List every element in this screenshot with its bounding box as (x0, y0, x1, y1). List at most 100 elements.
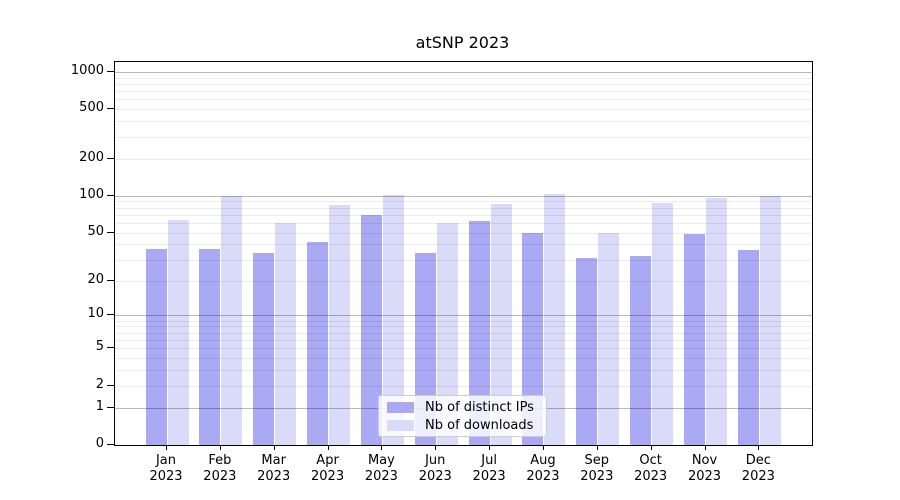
x-tick-label-jun: Jun 2023 (418, 453, 452, 484)
y-gridline-30 (115, 259, 812, 261)
y-gridline-4 (115, 358, 812, 360)
bar-aug-downloads (544, 194, 566, 445)
bar-oct-downloads (652, 202, 674, 445)
x-tick-label-sep: Sep 2023 (580, 453, 614, 484)
y-tick-label-1: 1 (95, 398, 104, 414)
y-tick-label-10: 10 (87, 306, 104, 322)
bar-dec-downloads (759, 195, 781, 445)
y-gridline-700 (115, 91, 812, 93)
bar-feb-distinct-ips (199, 248, 221, 445)
y-gridline-8 (115, 326, 812, 328)
y-gridline-1000 (115, 71, 812, 73)
y-tick-label-200: 200 (79, 149, 104, 165)
legend-entry-distinct-ips: Nb of distinct IPs (387, 398, 538, 416)
x-tick-sep (596, 445, 598, 450)
y-tick-1 (107, 406, 114, 408)
bar-may-downloads (382, 195, 404, 445)
y-gridline-70 (115, 214, 812, 216)
y-gridline-20 (115, 280, 812, 282)
y-tick-50 (107, 231, 114, 233)
x-tick-label-nov: Nov 2023 (687, 453, 722, 484)
y-tick-0 (107, 444, 114, 445)
x-tick-label-may: May 2023 (364, 453, 398, 484)
bar-jan-distinct-ips (145, 248, 167, 445)
x-tick-label-jul: Jul 2023 (472, 453, 506, 484)
legend-label-downloads: Nb of downloads (425, 417, 534, 433)
legend-label-distinct-ips: Nb of distinct IPs (425, 399, 534, 415)
y-gridline-400 (115, 121, 812, 123)
x-tick-mar (273, 445, 275, 450)
chart-title: atSNP 2023 (415, 33, 510, 52)
legend: Nb of distinct IPs Nb of downloads (378, 395, 547, 437)
y-tick-2 (107, 384, 114, 386)
bar-sep-distinct-ips (576, 257, 598, 445)
y-gridline-2 (115, 385, 812, 387)
bar-may-distinct-ips (360, 214, 382, 445)
y-tick-200 (107, 157, 114, 159)
y-gridline-800 (115, 83, 812, 85)
legend-entry-downloads: Nb of downloads (387, 416, 538, 434)
y-gridline-200 (115, 158, 812, 160)
x-tick-feb (219, 445, 221, 450)
x-tick-jan (166, 445, 167, 450)
bar-oct-distinct-ips (630, 256, 652, 445)
x-tick-label-feb: Feb 2023 (203, 453, 237, 484)
x-tick-label-mar: Mar 2023 (257, 453, 291, 484)
y-gridline-60 (115, 222, 812, 224)
x-tick-may (381, 445, 383, 450)
y-tick-label-500: 500 (79, 100, 104, 116)
y-gridline-50 (115, 232, 812, 234)
y-tick-label-0: 0 (95, 436, 104, 451)
y-tick-label-2: 2 (95, 376, 104, 392)
y-gridline-9 (115, 320, 812, 322)
x-tick-jun (435, 445, 437, 450)
y-gridline-80 (115, 207, 812, 209)
y-gridline-300 (115, 136, 812, 138)
legend-swatch-distinct-ips (387, 401, 414, 413)
y-gridline-100 (115, 195, 812, 197)
y-tick-20 (107, 279, 114, 281)
x-tick-label-dec: Dec 2023 (741, 453, 775, 484)
x-tick-label-aug: Aug 2023 (526, 453, 560, 484)
y-tick-500 (107, 108, 114, 110)
bar-mar-downloads (275, 222, 297, 445)
bar-apr-distinct-ips (307, 241, 329, 445)
bar-feb-downloads (221, 195, 243, 445)
y-tick-100 (107, 194, 114, 196)
bar-sep-downloads (598, 232, 620, 445)
bar-dec-distinct-ips (737, 249, 759, 445)
bar-jul-downloads (490, 204, 512, 445)
bar-nov-downloads (706, 198, 727, 445)
y-tick-label-1000: 1000 (70, 62, 104, 78)
y-gridline-3 (115, 370, 812, 372)
bar-apr-downloads (329, 205, 351, 445)
y-gridline-500 (115, 109, 812, 111)
y-gridline-7 (115, 332, 812, 334)
bar-mar-distinct-ips (253, 252, 275, 445)
y-gridline-900 (115, 77, 812, 79)
y-tick-label-5: 5 (95, 339, 104, 355)
x-tick-oct (650, 445, 652, 450)
x-tick-label-oct: Oct 2023 (634, 453, 668, 484)
x-tick-nov (704, 445, 706, 450)
y-gridline-10 (115, 315, 812, 317)
y-gridline-40 (115, 244, 812, 246)
x-tick-label-jan: Jan 2023 (149, 453, 183, 484)
y-gridline-90 (115, 201, 812, 203)
bar-aug-distinct-ips (522, 232, 544, 445)
plot-area (114, 61, 813, 446)
y-tick-1000 (107, 70, 114, 72)
y-gridline-5 (115, 348, 812, 350)
x-tick-aug (542, 445, 544, 450)
bar-jan-downloads (167, 220, 189, 445)
y-tick-label-100: 100 (79, 186, 104, 202)
x-tick-apr (327, 445, 329, 450)
y-gridline-6 (115, 339, 812, 341)
y-tick-10 (107, 314, 114, 316)
y-tick-label-50: 50 (87, 223, 104, 239)
bar-jun-downloads (436, 222, 458, 445)
y-tick-5 (107, 347, 114, 349)
x-tick-jul (489, 445, 491, 450)
x-tick-label-apr: Apr 2023 (311, 453, 345, 484)
